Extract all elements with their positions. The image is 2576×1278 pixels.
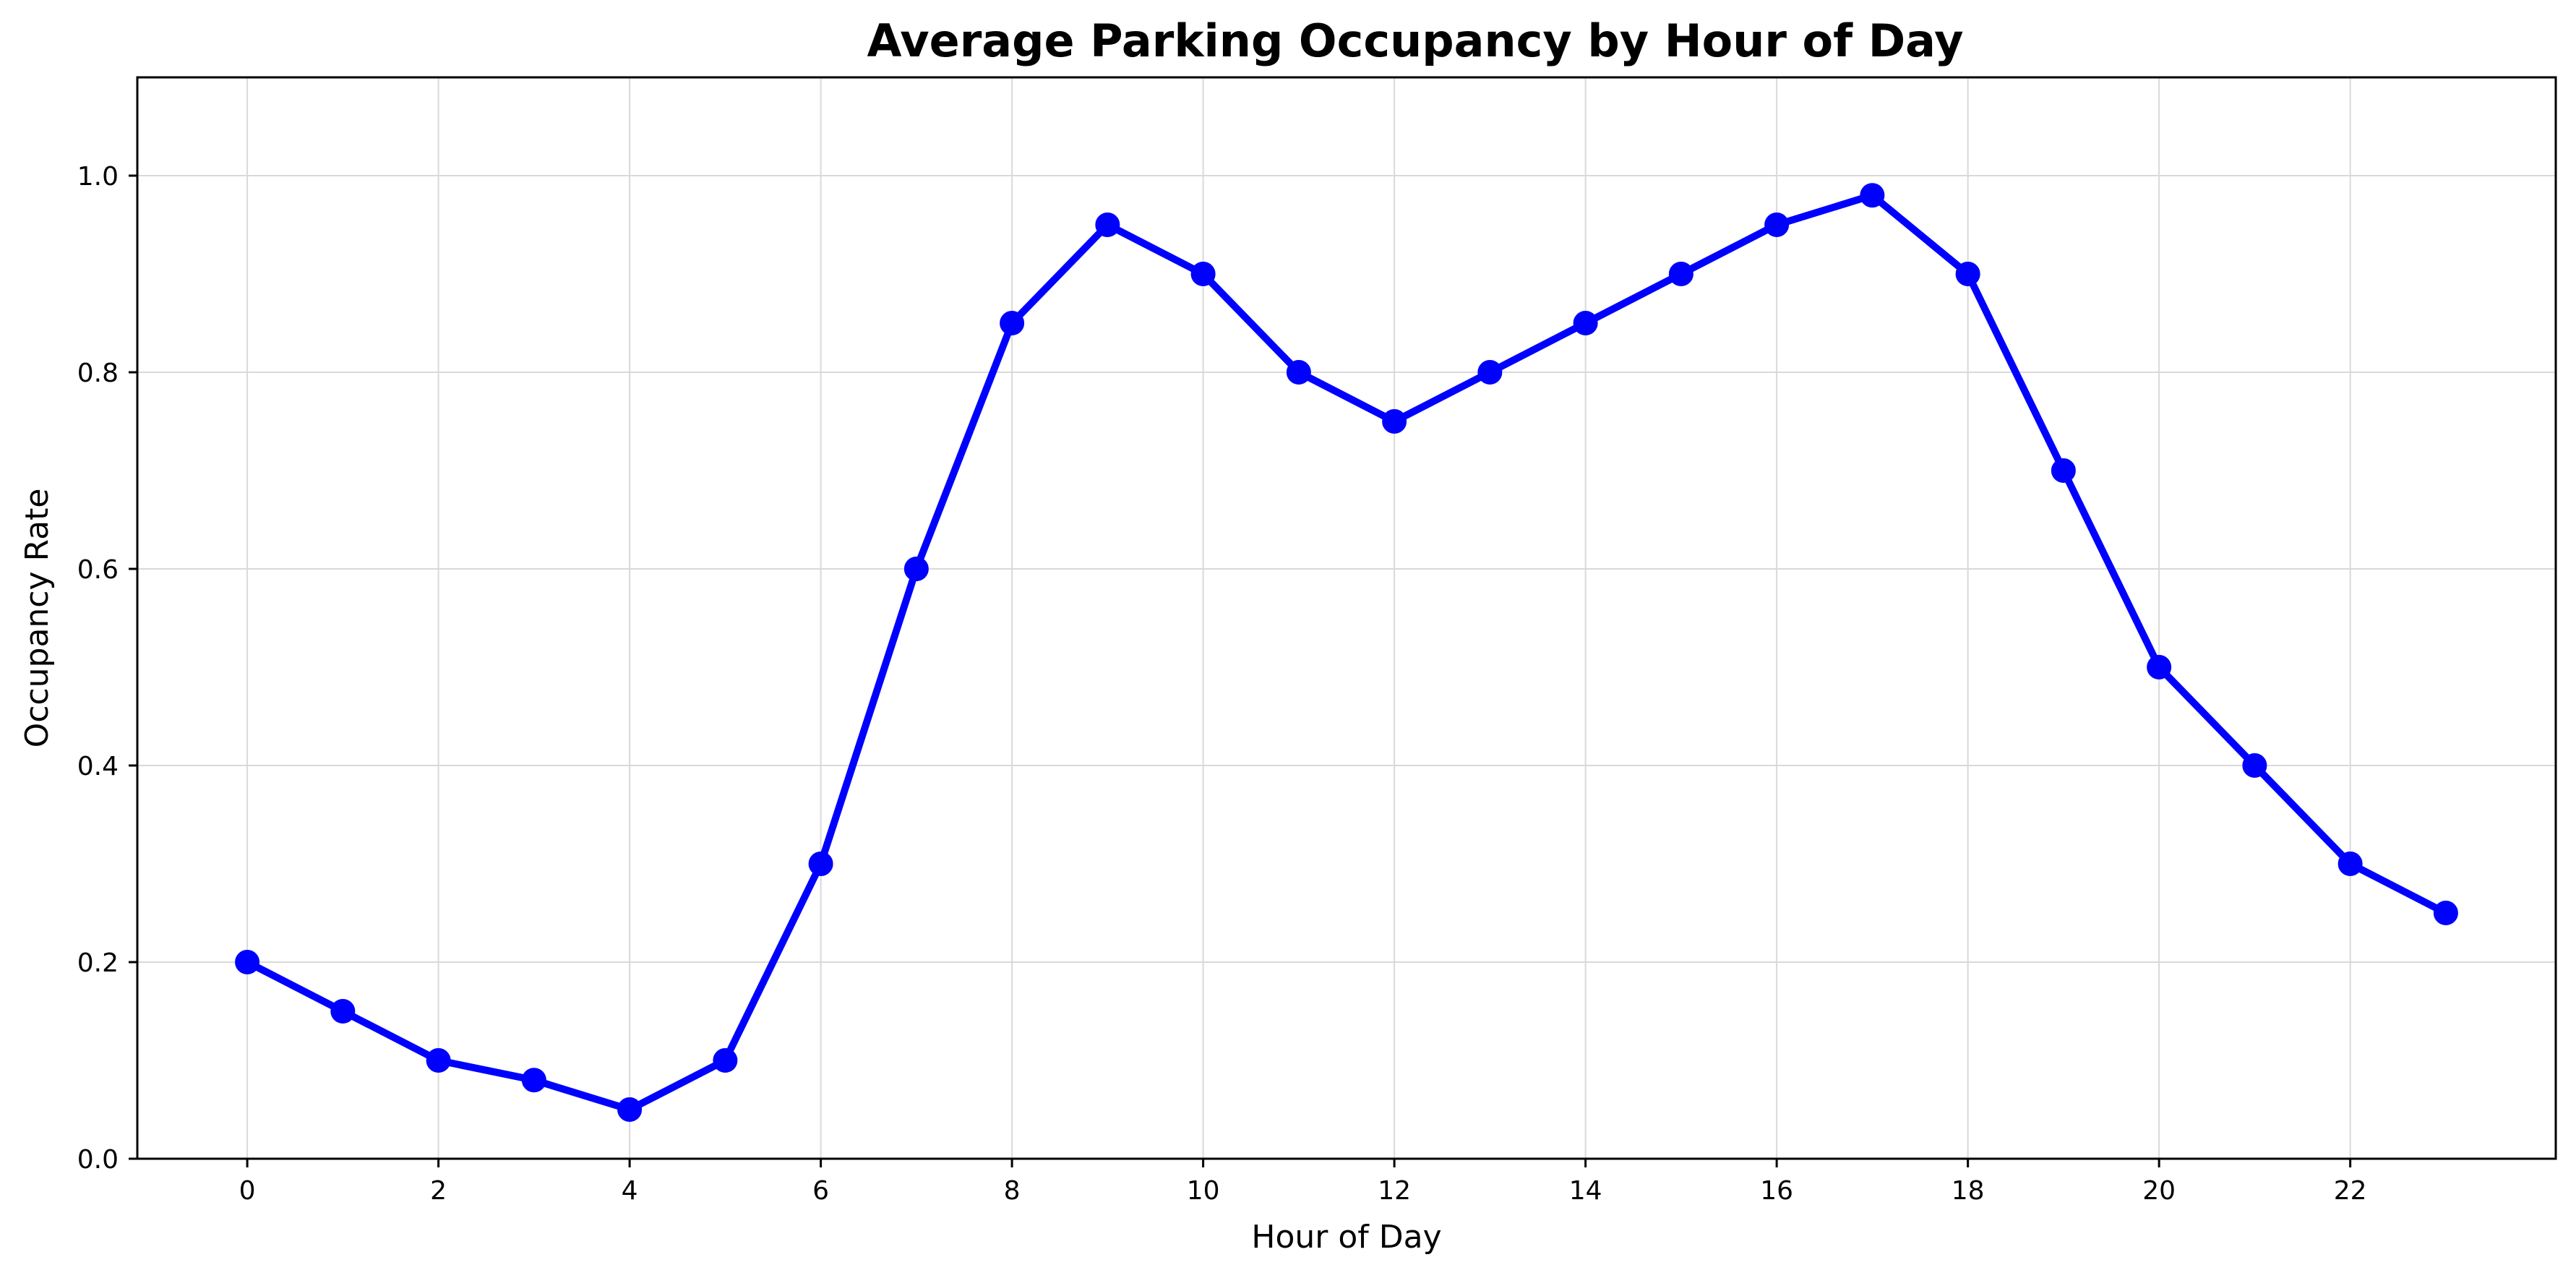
y-tick-label: 0.4: [77, 752, 119, 781]
data-point-hour-3: [521, 1068, 546, 1093]
data-point-hour-7: [903, 557, 929, 581]
data-point-hour-21: [2242, 753, 2267, 778]
data-point-hour-11: [1286, 360, 1311, 385]
data-point-hour-0: [235, 950, 260, 974]
data-point-hour-1: [330, 999, 356, 1024]
data-point-hour-10: [1190, 262, 1216, 286]
data-point-hour-5: [713, 1048, 738, 1073]
plot-area: [136, 76, 2557, 1160]
data-point-hour-20: [2147, 655, 2172, 679]
y-tick-label: 0.8: [77, 359, 119, 388]
data-point-hour-8: [1000, 311, 1025, 335]
x-tick-label: 10: [1187, 1176, 1220, 1206]
data-point-hour-4: [617, 1097, 643, 1122]
x-tick-label: 20: [2142, 1176, 2176, 1206]
y-axis-label: Occupancy Rate: [19, 489, 56, 748]
series-line: [244, 192, 2450, 1113]
data-point-hour-23: [2433, 901, 2458, 925]
data-points: [235, 183, 2458, 1122]
plot-frame: [136, 76, 2557, 1160]
data-point-hour-18: [1955, 262, 1980, 286]
y-tick-label: 0.6: [77, 555, 119, 585]
x-tick-label: 0: [239, 1176, 256, 1206]
x-tick-label: 12: [1378, 1176, 1411, 1206]
grid-lines: [137, 77, 2556, 1159]
data-point-hour-15: [1668, 262, 1693, 286]
chart-title: Average Parking Occupancy by Hour of Day: [867, 14, 1963, 67]
data-point-hour-14: [1573, 311, 1598, 335]
x-tick-label: 18: [1952, 1176, 1985, 1206]
data-point-hour-22: [2337, 852, 2363, 876]
series-line-0: [244, 192, 2450, 1113]
data-point-hour-13: [1477, 360, 1503, 385]
x-tick-label: 14: [1569, 1176, 1602, 1206]
x-tick-label: 16: [1760, 1176, 1793, 1206]
data-point-hour-16: [1764, 213, 1790, 237]
x-tick-label: 2: [430, 1176, 447, 1206]
x-tick-label: 4: [622, 1176, 638, 1206]
data-point-hour-6: [808, 852, 833, 876]
data-point-hour-12: [1382, 409, 1407, 434]
data-point-hour-2: [426, 1048, 451, 1073]
axis-ticks: 0 2 4 6 8 10 12 14 16 18 20 22 0.0 0.2 0.4 0.6 0.8 1.0: [77, 162, 2367, 1206]
data-point-hour-9: [1095, 213, 1120, 237]
y-tick-label: 0.2: [77, 948, 119, 978]
x-tick-label: 22: [2334, 1176, 2367, 1206]
x-tick-label: 6: [812, 1176, 829, 1206]
y-tick-label: 0.0: [77, 1145, 119, 1175]
data-point-hour-17: [1860, 183, 1885, 208]
x-tick-label: 8: [1004, 1176, 1021, 1206]
y-tick-label: 1.0: [77, 162, 119, 192]
data-point-hour-19: [2051, 458, 2076, 483]
x-axis-label: Hour of Day: [1251, 1219, 1441, 1256]
